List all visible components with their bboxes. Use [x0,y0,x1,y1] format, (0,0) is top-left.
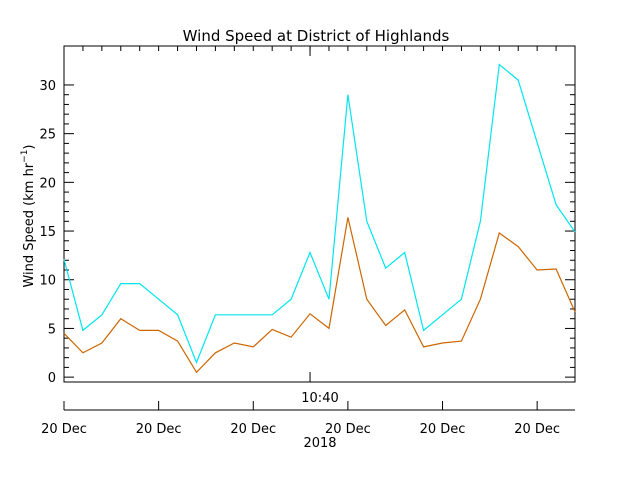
y-axis-ticks: 0 5 10 15 20 25 30 [39,79,575,386]
date-tick-label: 20 Dec [41,422,87,437]
y-tick-label: 5 [48,322,56,337]
y-axis-label-main: Wind Speed (km hr [22,162,37,287]
top-axis-ticks [63,46,576,382]
y-tick-label: 25 [39,128,56,143]
series-line-1 [63,63,576,365]
time-axis-ticks [63,401,538,410]
series-layer [63,63,576,374]
series-line-2 [63,217,576,374]
plot-frame [63,45,576,383]
y-axis-label-superscript: −1 [20,150,30,163]
date-tick-label: 20 Dec [325,422,371,437]
date-tick-label: 20 Dec [514,422,560,437]
y-tick-label: 20 [39,176,56,191]
time-axis-label: 10:40 [301,391,338,406]
y-tick-label: 30 [39,79,56,94]
y-axis-label-end: ) [22,144,37,149]
chart-title: Wind Speed at District of Highlands [183,27,450,45]
date-tick-label: 20 Dec [420,422,466,437]
date-tick-labels: 20 Dec 20 Dec 20 Dec 20 Dec 20 Dec 20 Dec [41,422,560,437]
date-tick-label: 20 Dec [136,422,182,437]
year-label: 2018 [303,436,336,451]
date-tick-label: 20 Dec [230,422,276,437]
y-tick-label: 10 [39,274,56,289]
y-axis-label: Wind Speed (km hr−1) [20,144,37,287]
y-tick-label: 0 [48,371,56,386]
y-tick-label: 15 [39,225,56,240]
